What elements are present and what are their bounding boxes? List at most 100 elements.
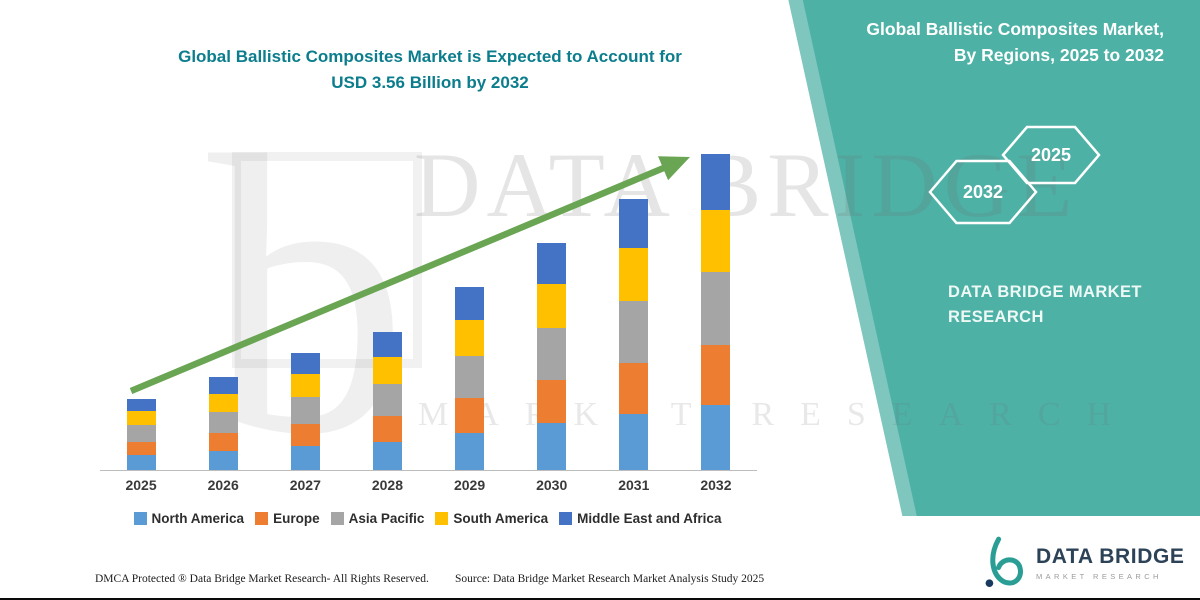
panel-title-line1: Global Ballistic Composites Market,	[866, 19, 1164, 39]
x-axis-label-2025: 2025	[125, 477, 157, 493]
bar-segment-2025-middle-east-and-africa	[126, 399, 156, 411]
bar-segment-2027-south-america	[290, 374, 320, 397]
x-axis-label-2028: 2028	[371, 477, 404, 493]
bar-segment-2028-north-america	[372, 442, 402, 470]
bar-segment-2028-europe	[372, 416, 402, 442]
legend-swatch	[559, 512, 573, 525]
legend-item-middle-east-and-africa: Middle East and Africa	[559, 511, 721, 526]
bar-segment-2029-north-america	[455, 433, 485, 470]
year-hexagons: 2032 2025	[928, 125, 1101, 225]
bar-segment-2026-middle-east-and-africa	[208, 377, 238, 394]
panel-title-line2: By Regions, 2025 to 2032	[953, 45, 1164, 65]
bar-segment-2032-europe	[701, 345, 731, 405]
bar-segment-2030-asia-pacific	[537, 328, 567, 380]
x-axis-label-2027: 2027	[289, 477, 321, 493]
bar-slot-2026	[182, 146, 264, 470]
legend-swatch	[435, 512, 449, 525]
chart-legend: North America Europe Asia Pacific South Ame…	[95, 511, 760, 526]
x-axis-label-2032: 2032	[700, 477, 732, 493]
bar-slot-2031	[593, 146, 675, 470]
bar-segment-2030-middle-east-and-africa	[537, 243, 567, 284]
bar-segment-2025-europe	[126, 442, 156, 455]
bar-slot-2029	[429, 146, 511, 470]
legend-swatch	[330, 512, 344, 525]
x-axis-labels: 2025 2026 2027 2028 2029 2030 2031 2032	[100, 477, 757, 493]
bar-segment-2031-europe	[619, 363, 649, 414]
panel-title: Global Ballistic Composites Market, By R…	[866, 16, 1164, 68]
bar-segment-2029-south-america	[455, 320, 485, 356]
legend-item-south-america: South America	[435, 511, 548, 526]
bar-segment-2026-south-america	[208, 394, 238, 412]
bar-segment-2031-north-america	[619, 414, 649, 470]
bar-segment-2028-south-america	[372, 357, 402, 384]
stacked-bar-2029	[455, 287, 485, 470]
logo-subtext: MARKET RESEARCH	[1036, 572, 1162, 581]
bar-segment-2026-north-america	[208, 451, 238, 470]
logo-name: DATA BRIDGE	[1036, 545, 1185, 568]
legend-label: Europe	[273, 511, 320, 526]
bar-slot-2027	[264, 146, 346, 470]
x-axis-label-2026: 2026	[207, 477, 239, 493]
stacked-bar-2028	[372, 332, 402, 470]
headline-line2: USD 3.56 Billion by 2032	[331, 73, 529, 92]
bar-slot-2025	[100, 146, 182, 470]
bar-segment-2027-north-america	[290, 446, 320, 470]
bar-segment-2026-asia-pacific	[208, 412, 238, 433]
legend-item-europe: Europe	[255, 511, 320, 526]
bar-segment-2032-middle-east-and-africa	[701, 154, 731, 210]
stacked-bar-2027	[290, 353, 320, 470]
stacked-bar-2032	[701, 154, 731, 470]
hexagon-2025-label: 2025	[1031, 145, 1071, 165]
hexagon-2032-label: 2032	[963, 182, 1003, 202]
dmca-text: DMCA Protected ® Data Bridge Market Rese…	[95, 573, 429, 585]
bar-segment-2027-middle-east-and-africa	[290, 353, 320, 374]
source-text: Source: Data Bridge Market Research Mark…	[455, 573, 765, 585]
bar-segment-2030-south-america	[537, 284, 567, 328]
panel-brand-line2: RESEARCH	[948, 308, 1044, 326]
bar-segment-2030-europe	[537, 380, 567, 423]
bar-segment-2032-asia-pacific	[701, 272, 731, 345]
legend-item-asia-pacific: Asia Pacific	[330, 511, 425, 526]
headline-line1: Global Ballistic Composites Market is Ex…	[178, 47, 682, 66]
bar-segment-2025-south-america	[126, 411, 156, 425]
legend-label: South America	[453, 511, 549, 526]
stacked-bar-plot	[100, 146, 757, 471]
legend-swatch	[133, 512, 147, 525]
bar-segment-2032-south-america	[701, 210, 731, 272]
databridge-logo-icon	[985, 536, 1023, 588]
bar-segment-2030-north-america	[537, 423, 567, 470]
panel-brand-line1: DATA BRIDGE MARKET	[948, 283, 1142, 301]
watermark-market-research: MARKET RESEARCH	[418, 396, 1138, 433]
stacked-bar-2026	[208, 377, 238, 470]
bar-segment-2026-europe	[208, 433, 238, 451]
bar-segment-2032-north-america	[701, 405, 731, 470]
legend-label: Asia Pacific	[348, 511, 425, 526]
bar-segment-2031-asia-pacific	[619, 301, 649, 363]
bar-slot-2032	[675, 146, 757, 470]
bar-segment-2029-europe	[455, 398, 485, 433]
bar-segment-2028-middle-east-and-africa	[372, 332, 402, 357]
bar-segment-2025-north-america	[126, 455, 156, 470]
panel-brand-text: DATA BRIDGE MARKET RESEARCH	[948, 280, 1142, 330]
bottom-border	[0, 598, 1200, 600]
bar-segment-2025-asia-pacific	[126, 425, 156, 442]
bar-slot-2028	[346, 146, 428, 470]
x-axis-label-2030: 2030	[536, 477, 568, 493]
bar-segment-2029-middle-east-and-africa	[455, 287, 485, 320]
hexagon-2025	[1001, 125, 1101, 185]
bar-segment-2027-asia-pacific	[290, 397, 320, 424]
legend-item-north-america: North America	[133, 511, 244, 526]
bar-segment-2027-europe	[290, 424, 320, 446]
bar-segment-2031-south-america	[619, 248, 649, 301]
x-axis-label-2031: 2031	[618, 477, 650, 493]
bar-segment-2029-asia-pacific	[455, 356, 485, 398]
databridge-logo: DATA BRIDGE MARKET RESEARCH	[983, 534, 1185, 592]
bar-slot-2030	[511, 146, 593, 470]
legend-swatch	[255, 512, 269, 525]
stacked-bar-2030	[537, 243, 567, 470]
legend-label: Middle East and Africa	[577, 511, 722, 526]
x-axis-label-2029: 2029	[453, 477, 486, 493]
bar-segment-2031-middle-east-and-africa	[619, 199, 649, 248]
stacked-bar-2025	[126, 399, 156, 470]
